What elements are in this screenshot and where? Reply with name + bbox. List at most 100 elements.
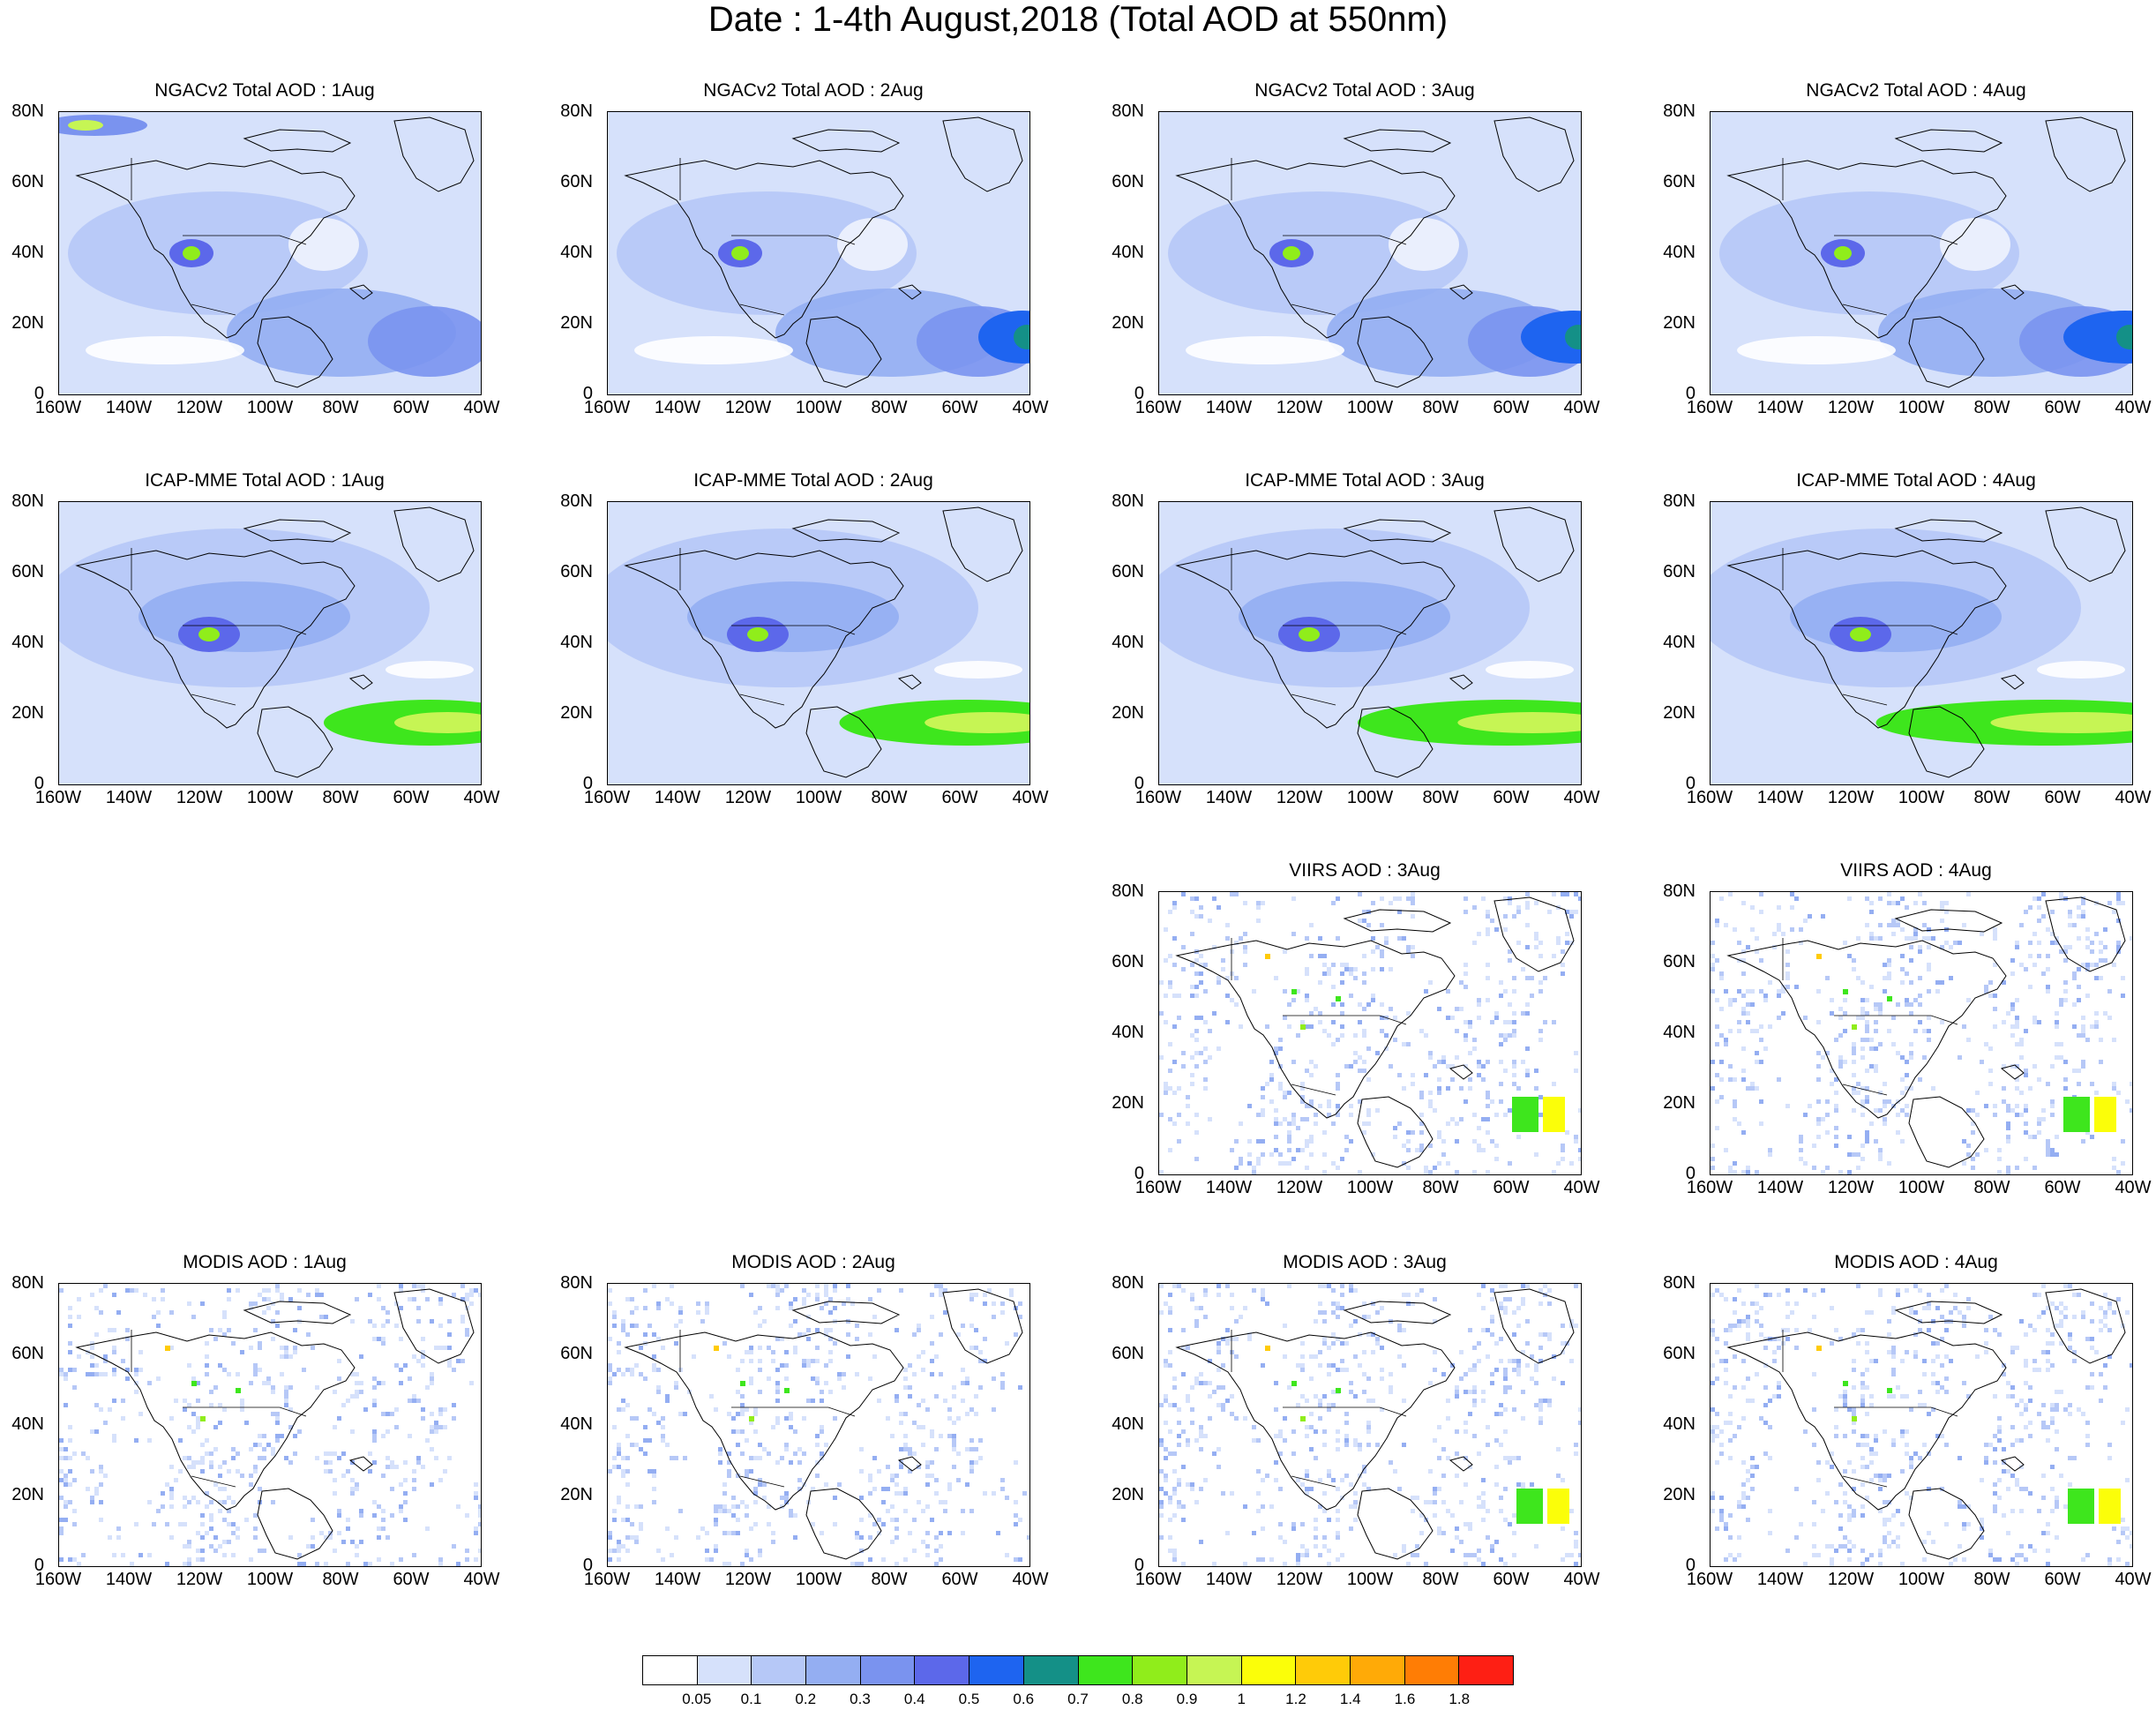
aod-retrieval-cell	[218, 1328, 222, 1332]
aod-retrieval-cell	[1569, 1553, 1574, 1557]
aod-retrieval-cell	[1309, 1152, 1314, 1157]
x-tick-label: 140W	[654, 788, 701, 807]
aod-retrieval-cell	[2024, 1403, 2028, 1407]
aod-retrieval-cell	[749, 1456, 753, 1460]
aod-retrieval-cell	[2090, 1082, 2094, 1086]
aod-retrieval-cell	[2077, 1293, 2081, 1297]
aod-retrieval-cell	[1309, 1099, 1314, 1104]
y-tick-label: 0	[34, 774, 44, 793]
aod-retrieval-cell	[1186, 1121, 1190, 1126]
aod-retrieval-cell	[855, 1531, 859, 1535]
aod-retrieval-cell	[815, 1346, 820, 1350]
aod-retrieval-cell	[262, 1549, 266, 1553]
aod-retrieval-cell	[1424, 1170, 1428, 1174]
aod-retrieval-cell	[617, 1549, 621, 1553]
aod-retrieval-cell	[1464, 985, 1468, 989]
aod-retrieval-cell	[2068, 1456, 2072, 1460]
y-tick-label: 80N	[1112, 491, 1144, 511]
aod-retrieval-cell	[1578, 896, 1581, 901]
aod-retrieval-cell	[1486, 1328, 1490, 1332]
aod-retrieval-cell	[288, 1385, 293, 1390]
aod-retrieval-cell	[183, 1399, 187, 1403]
aod-retrieval-cell	[617, 1500, 621, 1504]
aod-retrieval-cell	[674, 1535, 678, 1540]
aod-retrieval-cell	[1327, 1113, 1331, 1117]
aod-retrieval-cell	[359, 1390, 363, 1394]
aod-retrieval-cell	[1900, 1359, 1905, 1363]
aod-hotspot-cell	[1300, 1024, 1306, 1030]
map-panel: NGACv2 Total AOD : 1Aug 80N 60N 40N 20N 0 160W…	[0, 79, 512, 441]
aod-retrieval-cell	[1552, 1170, 1556, 1174]
aod-retrieval-cell	[1336, 1166, 1340, 1170]
dust-plume-core	[394, 712, 481, 733]
aod-retrieval-cell	[1927, 989, 1931, 994]
aod-retrieval-cell	[1314, 1064, 1318, 1069]
aod-retrieval-cell	[1922, 1306, 1927, 1310]
aod-retrieval-cell	[1803, 1113, 1808, 1117]
aod-retrieval-cell	[1459, 1086, 1464, 1091]
aod-retrieval-cell	[1715, 1042, 1719, 1046]
aod-retrieval-cell	[1172, 1376, 1177, 1381]
aod-retrieval-cell	[434, 1456, 438, 1460]
aod-retrieval-cell	[1336, 1438, 1340, 1443]
aod-retrieval-cell	[187, 1562, 191, 1566]
aod-retrieval-cell	[969, 1438, 974, 1443]
aod-retrieval-cell	[978, 1438, 983, 1443]
aod-retrieval-cell	[381, 1337, 386, 1341]
aod-retrieval-cell	[1988, 1553, 1993, 1557]
aod-retrieval-cell	[1366, 910, 1371, 914]
aod-retrieval-cell	[1194, 1500, 1199, 1504]
dust-plume-cells	[1512, 1097, 1538, 1132]
aod-retrieval-cell	[2037, 905, 2041, 910]
aod-retrieval-cell	[1953, 1306, 1958, 1310]
aod-retrieval-cell	[1291, 1429, 1296, 1434]
aod-retrieval-cell	[222, 1407, 227, 1412]
aod-retrieval-cell	[1455, 1170, 1459, 1174]
aod-retrieval-cell	[2015, 1562, 2019, 1566]
map-panel: ICAP-MME Total AOD : 3Aug 80N 60N 40N 20N 0 16…	[1100, 469, 1612, 831]
aod-retrieval-cell	[1494, 1157, 1499, 1161]
aod-retrieval-cell	[1812, 1544, 1816, 1549]
aod-retrieval-cell	[324, 1451, 328, 1456]
aod-retrieval-cell	[169, 1346, 174, 1350]
aod-retrieval-cell	[643, 1306, 648, 1310]
dust-plume-core	[1990, 712, 2132, 733]
aod-retrieval-cell	[222, 1332, 227, 1337]
y-tick-label: 20N	[1112, 703, 1144, 723]
aod-retrieval-cell	[2116, 1297, 2121, 1301]
aod-retrieval-cell	[1159, 1504, 1164, 1509]
aod-retrieval-cell	[1525, 1046, 1530, 1051]
aod-clear-area	[1940, 218, 2010, 271]
aod-retrieval-cell	[1777, 905, 1781, 910]
aod-retrieval-cell	[368, 1319, 372, 1324]
aod-retrieval-cell	[284, 1354, 288, 1359]
aod-retrieval-cell	[443, 1425, 447, 1429]
aod-retrieval-cell	[1962, 1319, 1966, 1324]
aod-retrieval-cell	[1327, 971, 1331, 976]
aod-retrieval-cell	[284, 1403, 288, 1407]
aod-retrieval-cell	[1336, 1104, 1340, 1108]
aod-retrieval-cell	[218, 1487, 222, 1491]
aod-retrieval-cell	[1446, 1121, 1450, 1126]
aod-retrieval-cell	[696, 1535, 700, 1540]
aod-retrieval-cell	[1958, 1310, 1962, 1315]
aod-retrieval-cell	[1283, 1117, 1287, 1121]
aod-retrieval-cell	[1314, 1319, 1318, 1324]
aod-retrieval-cell	[820, 1425, 824, 1429]
aod-retrieval-cell	[1353, 1319, 1358, 1324]
aod-retrieval-cell	[1825, 1099, 1830, 1104]
aod-retrieval-cell	[2121, 1139, 2125, 1144]
aod-retrieval-cell	[1172, 1549, 1177, 1553]
aod-retrieval-cell	[438, 1301, 443, 1306]
aod-retrieval-cell	[1565, 932, 1569, 936]
aod-retrieval-cell	[621, 1518, 625, 1522]
aod-retrieval-cell	[2055, 1306, 2059, 1310]
aod-retrieval-cell	[727, 1469, 731, 1474]
aod-retrieval-cell	[1561, 892, 1565, 896]
aod-retrieval-cell	[1433, 1108, 1437, 1113]
y-tick-label: 0	[1134, 774, 1144, 793]
aod-retrieval-cell	[1256, 1509, 1261, 1513]
aod-retrieval-cell	[1816, 1099, 1821, 1104]
aod-retrieval-cell	[1759, 910, 1763, 914]
aod-retrieval-cell	[1234, 1354, 1239, 1359]
